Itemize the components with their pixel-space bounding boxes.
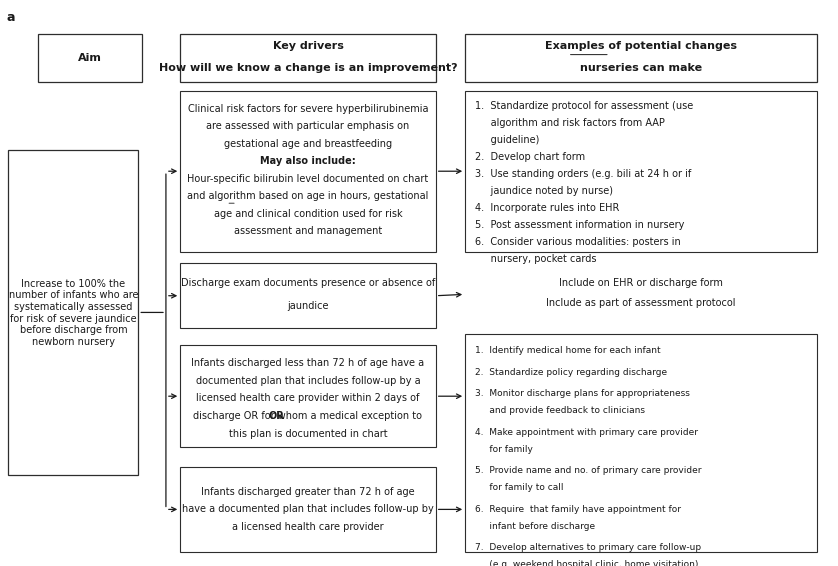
Text: 3.  Use standing orders (e.g. bili at 24 h or if: 3. Use standing orders (e.g. bili at 24 … [475,169,691,179]
Text: are assessed with particular emphasis on: are assessed with particular emphasis on [206,121,410,131]
Text: Infants discharged less than 72 h of age have a: Infants discharged less than 72 h of age… [191,358,425,368]
Text: and algorithm based on age in hours, gestational: and algorithm based on age in hours, ges… [187,191,429,201]
Text: age and clinical condition used for risk: age and clinical condition used for risk [214,209,402,219]
Text: 2.  Develop chart form: 2. Develop chart form [475,152,585,162]
Text: How will we know a change is an improvement?: How will we know a change is an improvem… [158,63,458,73]
FancyBboxPatch shape [180,263,436,328]
Text: Aim: Aim [78,53,102,63]
Text: 5.  Provide name and no. of primary care provider: 5. Provide name and no. of primary care … [475,466,701,475]
FancyBboxPatch shape [180,91,436,252]
FancyBboxPatch shape [465,34,817,82]
Text: Include as part of assessment protocol: Include as part of assessment protocol [546,298,736,308]
Text: nursery, pocket cards: nursery, pocket cards [475,254,597,264]
Text: 4.  Incorporate rules into EHR: 4. Incorporate rules into EHR [475,203,619,213]
Text: Examples of potential changes: Examples of potential changes [545,41,737,50]
Text: jaundice noted by nurse): jaundice noted by nurse) [475,186,613,196]
Text: Discharge exam documents presence or absence of: Discharge exam documents presence or abs… [181,278,435,288]
Text: 3.  Monitor discharge plans for appropriateness: 3. Monitor discharge plans for appropria… [475,389,690,398]
FancyBboxPatch shape [38,34,142,82]
Text: Hour-specific bilirubin level documented on chart: Hour-specific bilirubin level documented… [188,174,428,184]
Text: a licensed health care provider: a licensed health care provider [232,522,384,532]
Text: algorithm and risk factors from AAP: algorithm and risk factors from AAP [475,118,665,128]
Text: 6.  Consider various modalities: posters in: 6. Consider various modalities: posters … [475,237,681,247]
FancyBboxPatch shape [465,91,817,252]
Text: this plan is documented in chart: this plan is documented in chart [229,428,387,439]
Text: Include on EHR or discharge form: Include on EHR or discharge form [559,278,723,288]
Text: nurseries can make: nurseries can make [580,63,702,73]
Text: assessment and management: assessment and management [234,226,382,237]
Text: 2.  Standardize policy regarding discharge: 2. Standardize policy regarding discharg… [475,368,667,377]
Text: guideline): guideline) [475,135,540,145]
Text: Clinical risk factors for severe hyperbilirubinemia: Clinical risk factors for severe hyperbi… [188,104,428,114]
Text: gestational age and breastfeeding: gestational age and breastfeeding [224,139,392,149]
Text: Increase to 100% the
number of infants who are
systematically assessed
for risk : Increase to 100% the number of infants w… [8,278,138,347]
Text: have a documented plan that includes follow-up by: have a documented plan that includes fol… [182,504,434,514]
FancyBboxPatch shape [465,269,817,320]
Text: licensed health care provider within 2 days of: licensed health care provider within 2 d… [196,393,420,404]
FancyBboxPatch shape [8,150,138,475]
Text: 1.  Standardize protocol for assessment (use: 1. Standardize protocol for assessment (… [475,101,693,112]
Text: Key drivers: Key drivers [272,41,344,50]
Text: 4.  Make appointment with primary care provider: 4. Make appointment with primary care pr… [475,428,698,437]
Text: and provide feedback to clinicians: and provide feedback to clinicians [475,406,645,415]
Text: for family to call: for family to call [475,483,564,492]
FancyBboxPatch shape [180,34,436,82]
Text: 1.  Identify medical home for each infant: 1. Identify medical home for each infant [475,346,661,355]
Text: 7.  Develop alternatives to primary care follow-up: 7. Develop alternatives to primary care … [475,543,701,552]
Text: OR: OR [269,411,285,421]
Text: jaundice: jaundice [287,301,328,311]
Text: for family: for family [475,445,533,454]
FancyBboxPatch shape [180,345,436,447]
Text: 6.  Require  that family have appointment for: 6. Require that family have appointment … [475,505,681,514]
Text: 5.  Post assessment information in nursery: 5. Post assessment information in nurser… [475,220,685,230]
Text: (e.g. weekend hospital clinic, home visitation).: (e.g. weekend hospital clinic, home visi… [475,560,701,566]
Text: infant before discharge: infant before discharge [475,522,595,531]
Text: documented plan that includes follow-up by a: documented plan that includes follow-up … [195,376,421,386]
Text: a: a [7,11,15,24]
Text: Infants discharged greater than 72 h of age: Infants discharged greater than 72 h of … [201,487,415,497]
Text: May also include:: May also include: [260,156,356,166]
FancyBboxPatch shape [465,334,817,552]
FancyBboxPatch shape [180,467,436,552]
Text: discharge OR for whom a medical exception to: discharge OR for whom a medical exceptio… [194,411,422,421]
